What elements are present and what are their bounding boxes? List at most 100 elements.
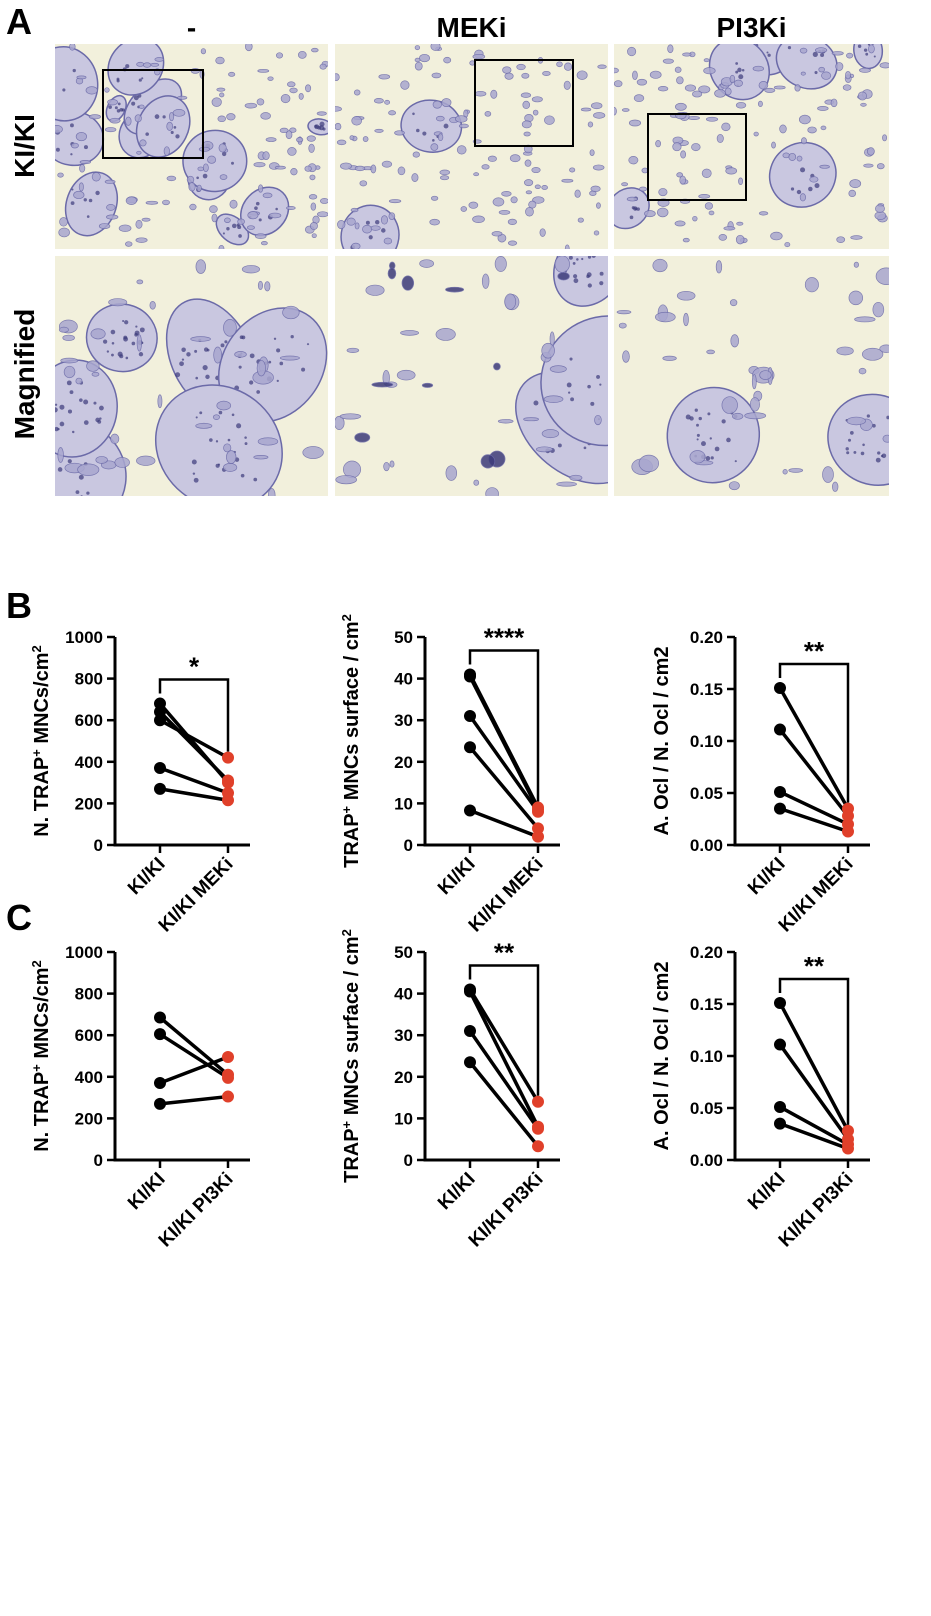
- nucleus-dot: [80, 495, 83, 496]
- nucleus-dot: [276, 379, 279, 382]
- cell-outline: [553, 256, 608, 307]
- stained-cell: [309, 174, 316, 181]
- stained-cell: [561, 178, 574, 183]
- stained-cell: [849, 179, 862, 189]
- y-tick-label: 600: [75, 1026, 103, 1045]
- nucleus-dot: [226, 227, 230, 231]
- stained-cell: [309, 222, 318, 230]
- stained-cell: [253, 162, 266, 168]
- point-control: [774, 1100, 786, 1113]
- point-treated: [222, 751, 234, 764]
- nucleus-dot: [814, 70, 818, 75]
- stained-cell: [753, 131, 759, 137]
- stained-cell: [531, 96, 543, 103]
- stained-cell: [362, 136, 369, 143]
- nucleus-dot: [586, 274, 590, 279]
- stained-cell: [351, 116, 362, 126]
- stained-cell: [525, 190, 533, 195]
- stained-cell: [836, 346, 854, 356]
- stained-cell: [846, 416, 866, 426]
- nucleus-dot: [696, 438, 699, 441]
- nucleus-dot: [175, 372, 181, 378]
- y-tick-label: 20: [394, 753, 413, 772]
- x-tick-label: KI/KI: [744, 854, 789, 899]
- stained-cell: [195, 259, 206, 274]
- nucleus-dot: [59, 421, 65, 427]
- pair-line: [779, 806, 849, 834]
- stained-cell: [135, 237, 148, 243]
- row-header-kiki: KI/KI: [9, 114, 40, 178]
- nucleus-dot: [877, 451, 881, 455]
- stained-cell: [460, 206, 468, 212]
- y-tick-label: 0.05: [690, 784, 723, 803]
- stained-cell: [387, 267, 397, 280]
- stained-cell: [524, 179, 534, 187]
- stained-cell: [280, 94, 291, 104]
- stained-cell: [311, 233, 317, 239]
- stained-cell: [684, 84, 697, 92]
- stained-cell: [396, 369, 416, 381]
- stained-cell: [107, 99, 118, 106]
- nucleus-dot: [886, 415, 889, 420]
- nucleus-dot: [237, 225, 242, 230]
- stained-cell: [721, 122, 731, 132]
- stained-cell: [136, 334, 142, 352]
- x-tick-label: KI/KI PI3Ki: [775, 1169, 858, 1252]
- nucleus-dot: [244, 436, 247, 439]
- stained-cell: [285, 130, 293, 140]
- point-control: [154, 705, 166, 718]
- point-control: [464, 741, 476, 754]
- stained-cell: [435, 115, 445, 122]
- stained-cell: [621, 182, 629, 187]
- stained-cell: [110, 433, 120, 445]
- stained-cell: [541, 185, 548, 190]
- stained-cell: [388, 110, 397, 116]
- nucleus-dot: [253, 477, 258, 482]
- stained-cell: [223, 463, 238, 472]
- magnification-box: [102, 69, 204, 159]
- stained-cell: [279, 127, 289, 134]
- stained-cell: [596, 202, 601, 209]
- nucleus-dot: [422, 131, 427, 136]
- nucleus-dot: [790, 187, 795, 191]
- nucleus-dot: [236, 423, 242, 429]
- stained-cell: [704, 202, 713, 210]
- y-axis-label: TRAP+ MNCs surface / cm2: [339, 929, 364, 1183]
- stained-cell: [705, 116, 719, 122]
- stained-cell: [337, 220, 346, 230]
- stained-cell: [580, 107, 592, 112]
- stained-cell: [346, 347, 360, 353]
- point-control: [464, 985, 476, 998]
- stained-cell: [350, 207, 359, 213]
- stained-cell: [850, 235, 863, 240]
- point-treated: [222, 1071, 234, 1084]
- nucleus-dot: [154, 114, 160, 119]
- stained-cell: [788, 468, 804, 473]
- nucleus-dot: [432, 139, 435, 142]
- pair-line: [778, 1002, 850, 1132]
- stained-cell: [796, 155, 803, 162]
- stained-cell: [319, 198, 328, 204]
- pair-line: [468, 746, 540, 830]
- x-tick-label: KI/KI MEKi: [775, 854, 858, 937]
- chart-c-ocl-area: 0.00 0.05 0.10 0.15 0.20 KI/KI KI/KI PI3Ki A. O…: [620, 930, 920, 1251]
- nucleus-dot: [195, 376, 199, 380]
- stained-cell: [371, 381, 394, 388]
- stained-cell: [814, 47, 828, 54]
- stained-cell: [574, 189, 581, 198]
- stained-cell: [257, 437, 279, 446]
- stained-cell: [480, 454, 496, 469]
- stained-cell: [169, 111, 175, 122]
- stained-cell: [509, 154, 521, 163]
- stained-cell: [845, 70, 851, 80]
- point-treated: [532, 1140, 544, 1153]
- nucleus-dot: [707, 412, 711, 416]
- point-control: [464, 1056, 476, 1069]
- stained-cell: [195, 422, 213, 429]
- nucleus-dot: [170, 130, 174, 135]
- stained-cell: [644, 210, 656, 218]
- stained-cell: [200, 48, 207, 55]
- y-tick-label: 40: [394, 670, 413, 689]
- stained-cell: [136, 455, 156, 466]
- nucleus-dot: [416, 128, 420, 133]
